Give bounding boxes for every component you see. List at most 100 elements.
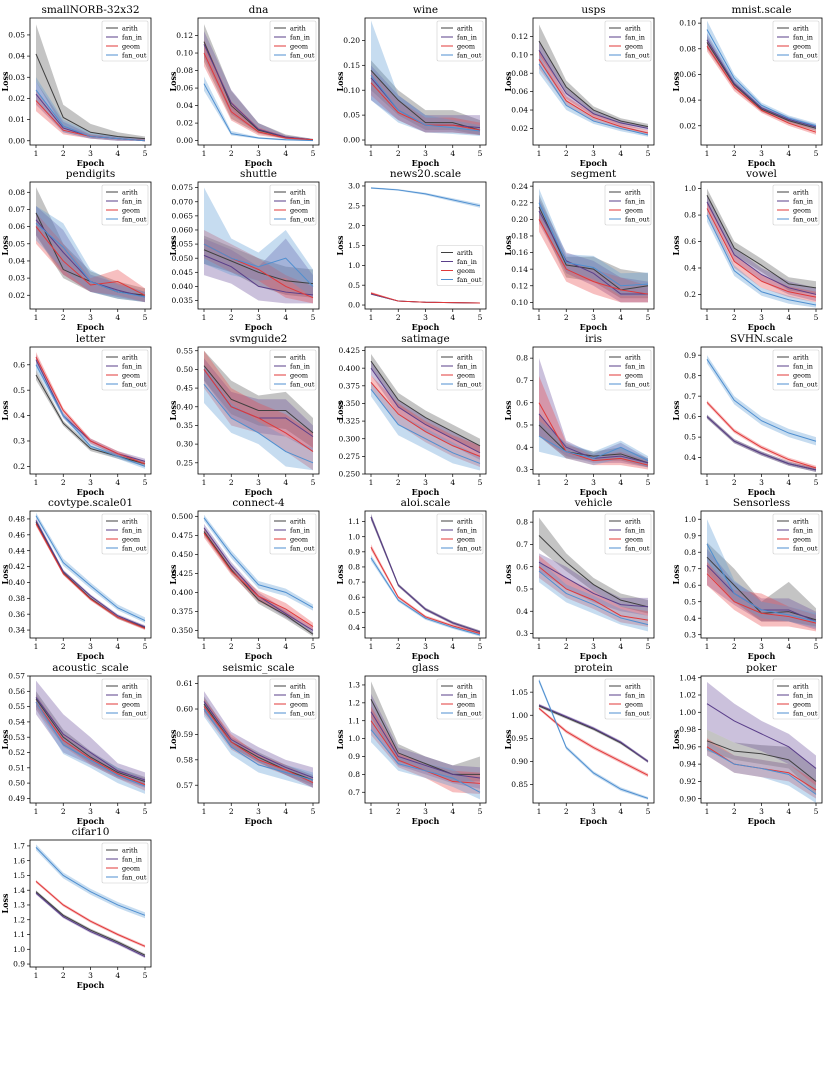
- x-tick-label: 2: [732, 807, 737, 816]
- line-geom: [35, 701, 146, 786]
- line-fan_out: [538, 570, 649, 626]
- plot-area: [538, 517, 649, 632]
- y-tick-label: 0.350: [172, 626, 194, 635]
- line-geom: [538, 402, 649, 466]
- band-arith: [707, 542, 816, 627]
- band-fan_out: [707, 741, 816, 803]
- band-fan_out: [707, 208, 816, 308]
- legend-box: [604, 349, 652, 391]
- x-axis-label: Epoch: [245, 487, 273, 497]
- legend-label-fan_out: fan_out: [122, 215, 147, 223]
- legend-label-geom: geom: [122, 371, 140, 379]
- x-tick-label: 5: [646, 149, 651, 158]
- chart-title: covtype.scale01: [48, 497, 133, 509]
- y-tick-label: 0.35: [176, 421, 193, 430]
- chart-title: segment: [571, 168, 617, 180]
- x-tick-label: 1: [34, 478, 39, 487]
- y-tick-label: 1.1: [348, 716, 360, 725]
- legend-label-fan_out: fan_out: [457, 544, 482, 552]
- y-tick-label: 0.065: [172, 211, 194, 220]
- band-geom: [371, 70, 480, 136]
- x-tick-label: 1: [537, 149, 542, 158]
- legend-box: [101, 349, 149, 391]
- y-tick-label: 1.4: [13, 886, 25, 895]
- y-tick-label: 0.8: [516, 354, 528, 363]
- line-arith: [538, 206, 649, 291]
- y-tick-label: 0.425: [172, 569, 194, 578]
- x-tick-label: 5: [478, 313, 483, 322]
- chart-pendigits: pendigits 0.02 0.03 0.04 0.05 0.06 0.07 0.08 1 2 3…: [0, 168, 152, 332]
- y-tick-label: 0.3: [516, 629, 528, 638]
- y-axis-label: Loss: [168, 729, 178, 749]
- legend-label-fan_out: fan_out: [457, 276, 482, 284]
- band-fan_in: [539, 358, 648, 468]
- line-fan_in: [35, 697, 146, 781]
- chart-news20-scale: news20.scale 0.0 0.5 1.0 1.5 2.0 2.5 3.0 1 2 3 4 5 Ep…: [335, 168, 487, 332]
- line-arith: [538, 424, 649, 464]
- line-arith: [203, 249, 314, 285]
- y-tick-label: 0.42: [8, 562, 25, 571]
- line-arith: [370, 360, 481, 447]
- x-tick-label: 1: [537, 642, 542, 651]
- plot-area: [35, 24, 146, 142]
- x-tick-label: 5: [814, 642, 819, 651]
- y-tick-label: 0.06: [176, 84, 193, 93]
- y-tick-label: 1.0: [13, 945, 25, 954]
- y-tick-label: 0.060: [172, 226, 194, 235]
- x-tick-label: 3: [423, 313, 428, 322]
- y-tick-label: 0.4: [13, 411, 25, 420]
- legend-label-fan_in: fan_in: [793, 33, 813, 41]
- y-tick-label: 0.070: [172, 197, 194, 206]
- y-tick-label: 0.40: [8, 578, 25, 587]
- line-fan_in: [538, 210, 648, 295]
- legend-label-arith: arith: [625, 517, 641, 525]
- chart-connect-4: connect-4 0.350 0.375 0.400 0.425 0.450 0.475 0…: [168, 497, 320, 661]
- y-tick-label: 2.0: [348, 221, 360, 230]
- plot-area: [35, 187, 146, 303]
- y-tick-label: 0.00: [176, 136, 193, 145]
- line-arith: [538, 40, 649, 128]
- band-geom: [204, 528, 313, 631]
- x-tick-label: 2: [564, 478, 569, 487]
- legend-label-fan_out: fan_out: [122, 544, 147, 552]
- y-tick-label: 1.0: [348, 532, 360, 541]
- chart-smallnorb-32x32: smallNORB-32x32 0.00 0.01 0.02 0.03 0.04 0.05 1…: [0, 4, 152, 168]
- legend-label-arith: arith: [122, 682, 138, 690]
- chart-title: vowel: [745, 168, 777, 180]
- x-tick-label: 5: [646, 313, 651, 322]
- plot-area: [706, 355, 817, 472]
- legend-box: [436, 245, 484, 286]
- legend-label-fan_in: fan_in: [457, 526, 477, 534]
- x-tick-label: 3: [88, 971, 93, 980]
- x-tick-label: 3: [759, 642, 764, 651]
- legend-label-geom: geom: [290, 700, 308, 708]
- chart-title: glass: [412, 662, 439, 674]
- y-tick-label: 0.5: [684, 433, 696, 442]
- x-tick-label: 3: [88, 642, 93, 651]
- legend-label-arith: arith: [625, 24, 641, 32]
- plot-area: [203, 24, 314, 142]
- legend-label-geom: geom: [625, 371, 643, 379]
- y-tick-label: 0.08: [679, 44, 696, 53]
- legend-label-fan_in: fan_in: [122, 362, 142, 370]
- legend-label-fan_in: fan_in: [625, 691, 645, 699]
- y-tick-label: 0.12: [511, 281, 528, 290]
- plot-area: [35, 352, 146, 469]
- legend-label-geom: geom: [625, 206, 643, 214]
- chart-title: Sensorless: [733, 497, 790, 509]
- band-geom: [204, 698, 313, 788]
- legend-box: [772, 513, 820, 555]
- line-arith: [370, 699, 480, 775]
- line-fan_out: [203, 384, 314, 464]
- x-tick-label: 1: [369, 478, 374, 487]
- y-tick-label: 0.9: [348, 547, 360, 556]
- x-tick-label: 4: [283, 313, 288, 322]
- legend-box: [101, 842, 149, 884]
- y-tick-label: 0.04: [176, 101, 193, 110]
